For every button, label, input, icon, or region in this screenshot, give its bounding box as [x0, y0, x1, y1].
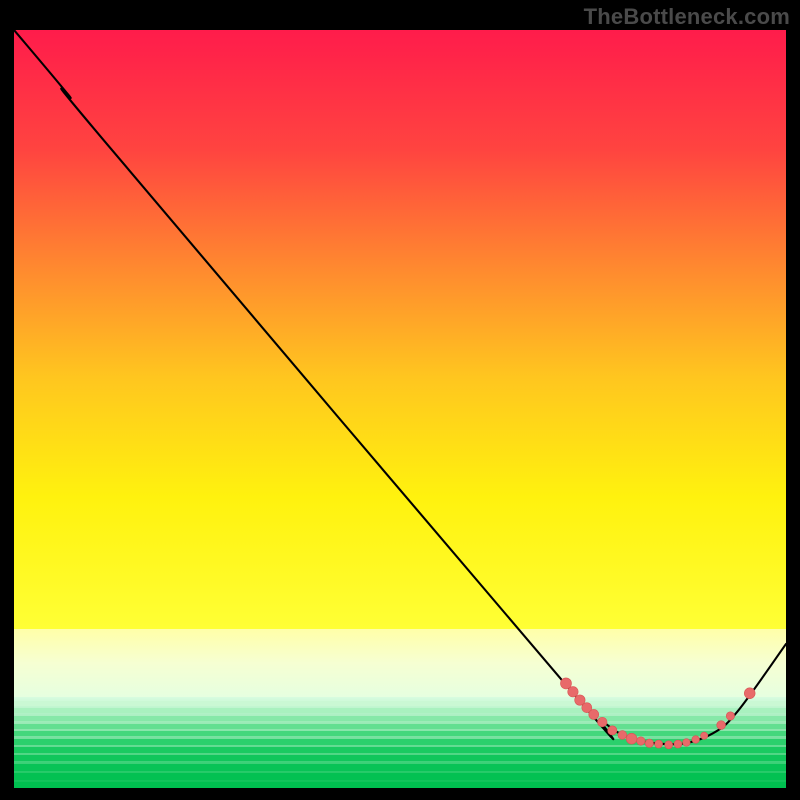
bg-green-line [14, 773, 786, 780]
bg-green-line [14, 755, 786, 761]
watermark-text: TheBottleneck.com [584, 4, 790, 30]
bg-green-line [14, 708, 786, 713]
bg-green-line [14, 701, 786, 706]
bg-green-line [14, 782, 786, 788]
bg-green-line [14, 724, 786, 729]
bg-green-line [14, 739, 786, 745]
plot-area [14, 30, 786, 788]
bg-green-line [14, 747, 786, 753]
bg-green-line [14, 716, 786, 721]
bg-upper-gradient [14, 30, 786, 629]
bg-pale-band [14, 629, 786, 697]
chart-stage: TheBottleneck.com [0, 0, 800, 800]
bg-green-line [14, 731, 786, 736]
plot-frame [14, 30, 786, 788]
bg-green-line [14, 764, 786, 771]
